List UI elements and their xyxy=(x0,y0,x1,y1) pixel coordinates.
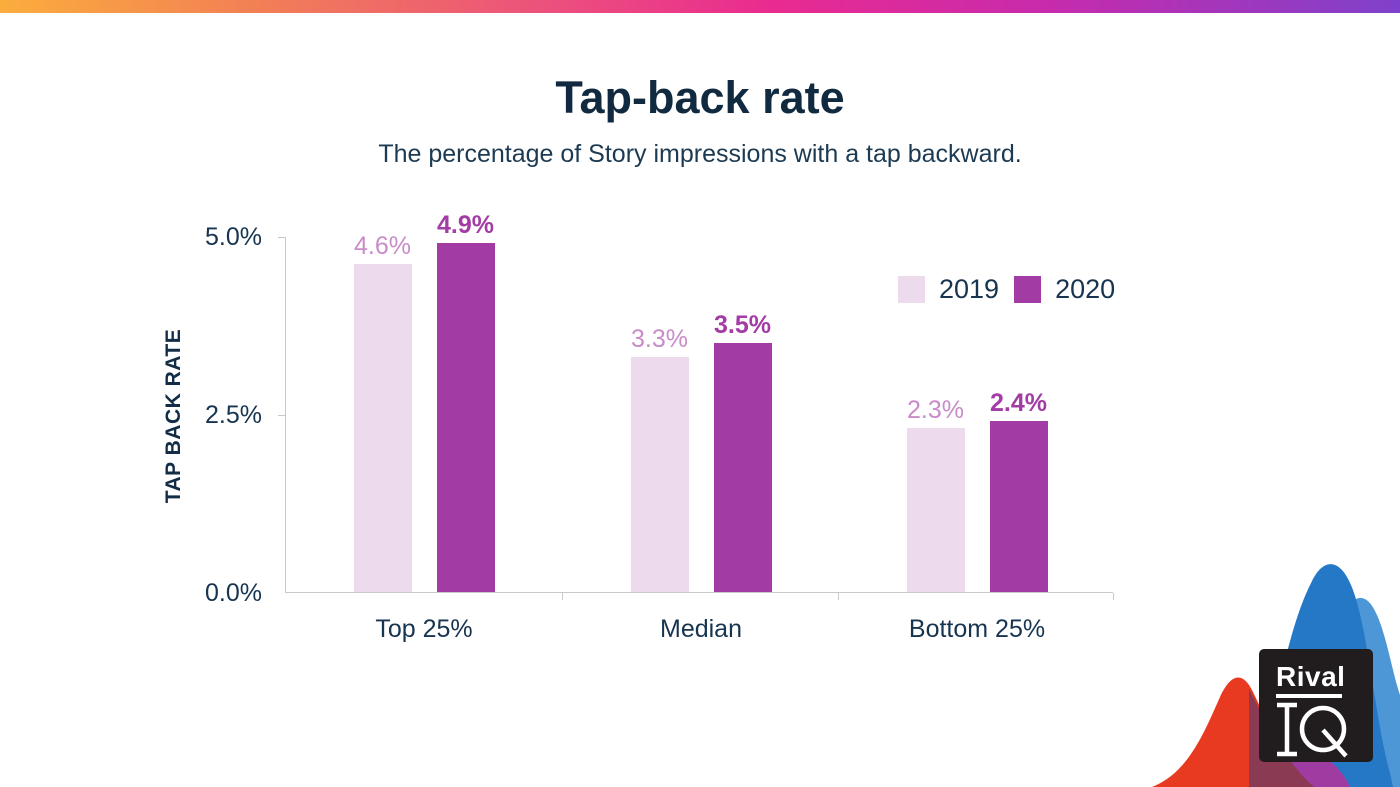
logo-word-rival: Rival xyxy=(1276,661,1346,692)
legend-swatch-2019 xyxy=(898,276,925,303)
rival-iq-monogram-icon xyxy=(1277,702,1348,758)
y-tick-label-2-5: 2.5% xyxy=(205,401,262,429)
x-tick-mark-2 xyxy=(838,593,839,600)
legend-swatch-2020 xyxy=(1014,276,1042,303)
bar-col-2020-top-25: 4.9% xyxy=(436,211,495,592)
value-label-2019-top-25: 4.6% xyxy=(354,232,411,260)
legend-label-2020: 2020 xyxy=(1055,274,1116,304)
blob-maroon xyxy=(1249,689,1314,787)
bar-group-top-25: 4.6% 4.9% xyxy=(353,211,495,592)
value-label-2019-median: 3.3% xyxy=(631,325,688,353)
chart-subtitle: The percentage of Story impressions with… xyxy=(378,140,1022,168)
y-tick-label-5: 5.0% xyxy=(205,223,262,251)
rival-iq-logo: Rival xyxy=(1259,649,1373,762)
x-tick-mark-1 xyxy=(562,593,563,600)
x-tick-mark-3 xyxy=(1113,593,1114,600)
x-axis-label-bottom-25: Bottom 25% xyxy=(908,615,1046,643)
value-label-2019-bottom-25: 2.3% xyxy=(907,396,964,424)
bar-2019-median xyxy=(630,357,689,592)
chart-title: Tap-back rate xyxy=(555,72,845,123)
value-label-2020-median: 3.5% xyxy=(714,311,771,339)
bar-col-2019-bottom-25: 2.3% xyxy=(906,396,965,592)
legend-item-2019: 2019 xyxy=(898,274,999,305)
bar-2020-top-25 xyxy=(436,243,495,592)
bar-group-bottom-25: 2.3% 2.4% xyxy=(906,389,1048,592)
y-tick-mark-5 xyxy=(278,237,286,238)
bar-col-2020-median: 3.5% xyxy=(713,311,772,592)
x-axis-label-top-25: Top 25% xyxy=(375,615,473,643)
bar-2019-bottom-25 xyxy=(906,428,965,592)
bar-2019-top-25 xyxy=(353,264,412,592)
value-label-2020-bottom-25: 2.4% xyxy=(990,389,1047,417)
bar-col-2019-median: 3.3% xyxy=(630,325,689,592)
top-gradient-bar xyxy=(0,0,1400,13)
bar-col-2020-bottom-25: 2.4% xyxy=(989,389,1048,592)
bar-2020-bottom-25 xyxy=(989,421,1048,592)
plot-area: 4.6% 4.9% Top 25% 3.3% 3.5% Median 2.3% 2.4% Bot… xyxy=(278,211,1114,643)
y-tick-label-0: 0.0% xyxy=(205,579,262,607)
bar-2020-median xyxy=(713,343,772,592)
y-tick-mark-2-5 xyxy=(278,415,286,416)
x-axis-label-median: Median xyxy=(660,615,742,643)
bar-col-2019-top-25: 4.6% xyxy=(353,232,412,592)
bar-group-median: 3.3% 3.5% xyxy=(630,311,772,592)
chart-legend: 2019 2020 xyxy=(898,274,1115,305)
legend-item-2020: 2020 xyxy=(1014,274,1115,305)
value-label-2020-top-25: 4.9% xyxy=(437,211,494,239)
logo-underline xyxy=(1276,694,1342,698)
legend-label-2019: 2019 xyxy=(939,274,1000,304)
